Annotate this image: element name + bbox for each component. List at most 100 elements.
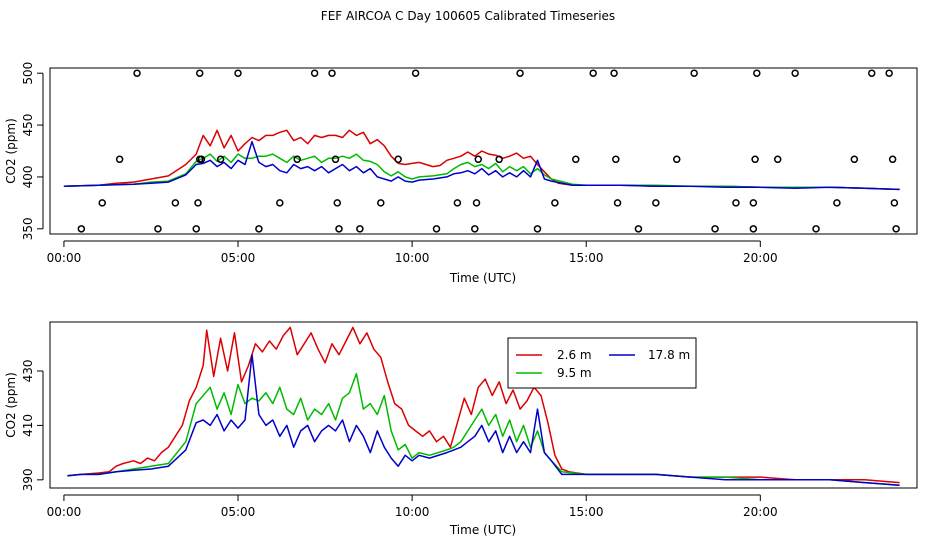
- upper-marker-point: [749, 225, 758, 233]
- upper-marker-point: [892, 225, 900, 233]
- upper-y-axis: 350 400 450 500: [21, 62, 44, 240]
- lower-plot-box: [49, 321, 918, 489]
- upper-marker-point: [453, 199, 462, 207]
- upper-marker-point: [331, 155, 340, 164]
- upper-x-tick-label: 05:00: [221, 251, 256, 265]
- upper-marker-point: [77, 225, 86, 233]
- upper-marker-point: [833, 199, 841, 207]
- upper-series-17-8-m: [63, 140, 900, 191]
- chart-title: FEF AIRCOA C Day 100605 Calibrated Times…: [320, 9, 616, 23]
- lower-y-tick-label: 410: [21, 414, 35, 437]
- upper-marker-point: [516, 69, 524, 77]
- upper-marker-points: [77, 69, 900, 233]
- upper-series-9-5-m: [63, 153, 900, 191]
- upper-marker-point: [634, 225, 643, 233]
- upper-marker-point: [888, 155, 897, 164]
- lower-y-axis: 390 410 430: [21, 360, 44, 491]
- legend: 2.6 m 17.8 m 9.5 m: [507, 337, 697, 389]
- upper-marker-point: [293, 155, 301, 164]
- upper-marker-point: [850, 155, 859, 164]
- upper-marker-point: [394, 155, 402, 164]
- upper-y-tick-label: 450: [21, 114, 35, 137]
- legend-box: [507, 337, 697, 389]
- upper-marker-point: [613, 199, 622, 207]
- upper-marker-point: [753, 69, 761, 77]
- upper-marker-point: [672, 155, 681, 164]
- upper-marker-point: [216, 155, 225, 164]
- upper-marker-point: [333, 199, 342, 207]
- lower-x-axis: 00:00 05:00 10:00 15:00 20:00: [47, 494, 778, 519]
- upper-y-tick-label: 500: [21, 62, 35, 85]
- upper-marker-point: [610, 69, 618, 77]
- upper-x-tick-label: 00:00: [47, 251, 82, 265]
- lower-x-tick-label: 00:00: [47, 505, 82, 519]
- upper-marker-point: [171, 199, 180, 207]
- upper-marker-point: [474, 155, 483, 164]
- upper-marker-point: [154, 225, 162, 233]
- legend-label-9-5m: 9.5 m: [557, 366, 592, 380]
- upper-marker-point: [652, 199, 660, 207]
- upper-marker-point: [773, 155, 782, 164]
- upper-x-tick-label: 10:00: [395, 251, 430, 265]
- lower-series-17-8-m: [67, 353, 900, 487]
- upper-marker-point: [276, 199, 284, 207]
- upper-marker-point: [812, 225, 820, 233]
- upper-marker-point: [432, 225, 441, 233]
- upper-marker-point: [471, 225, 479, 233]
- lower-x-tick-label: 10:00: [395, 505, 430, 519]
- lower-x-tick-label: 05:00: [221, 505, 256, 519]
- lower-x-tick-label: 20:00: [743, 505, 778, 519]
- upper-marker-point: [328, 69, 336, 77]
- upper-marker-point: [192, 225, 200, 233]
- upper-y-axis-label: CO2 (ppm): [4, 118, 18, 184]
- legend-label-17-8m: 17.8 m: [648, 348, 690, 362]
- lower-y-axis-label: CO2 (ppm): [4, 372, 18, 438]
- upper-marker-point: [377, 199, 385, 207]
- lower-y-tick-label: 430: [21, 360, 35, 383]
- upper-marker-point: [867, 69, 876, 77]
- upper-marker-point: [195, 69, 204, 77]
- upper-marker-point: [732, 199, 740, 207]
- upper-marker-point: [310, 69, 319, 77]
- upper-x-tick-label: 15:00: [569, 251, 604, 265]
- upper-plot-box: [49, 67, 918, 235]
- upper-x-axis: 00:00 05:00 10:00 15:00 20:00: [47, 240, 778, 265]
- upper-marker-point: [690, 69, 698, 77]
- upper-y-tick-label: 400: [21, 165, 35, 188]
- upper-marker-point: [749, 199, 758, 207]
- upper-series-lines: [63, 129, 900, 191]
- upper-series-2-6-m: [63, 129, 900, 191]
- upper-marker-point: [234, 69, 242, 77]
- upper-marker-point: [197, 155, 206, 164]
- lower-series-lines: [67, 326, 900, 487]
- upper-marker-point: [133, 69, 141, 77]
- upper-marker-point: [612, 155, 620, 164]
- upper-marker-point: [194, 199, 202, 207]
- upper-x-tick-label: 20:00: [743, 251, 778, 265]
- upper-marker-point: [472, 199, 481, 207]
- upper-marker-point: [98, 199, 106, 207]
- lower-series-2-6-m: [67, 326, 900, 484]
- upper-marker-point: [885, 69, 893, 77]
- upper-marker-point: [551, 199, 559, 207]
- upper-marker-point: [890, 199, 899, 207]
- upper-panel: 00:00 05:00 10:00 15:00 20:00 350 400 450 500 T…: [4, 62, 918, 285]
- upper-y-tick-label: 350: [21, 217, 35, 240]
- upper-x-axis-label: Time (UTC): [449, 271, 516, 285]
- lower-panel: 00:00 05:00 10:00 15:00 20:00 390 410 430 Time…: [4, 321, 918, 537]
- upper-marker-point: [495, 155, 503, 164]
- upper-marker-point: [255, 225, 263, 233]
- lower-x-axis-label: Time (UTC): [449, 523, 516, 537]
- upper-marker-point: [356, 225, 364, 233]
- upper-marker-point: [115, 155, 124, 164]
- upper-marker-point: [335, 225, 343, 233]
- lower-x-tick-label: 15:00: [569, 505, 604, 519]
- legend-label-2-6m: 2.6 m: [557, 348, 592, 362]
- upper-marker-point: [533, 225, 542, 233]
- upper-marker-point: [411, 69, 420, 77]
- upper-marker-point: [572, 155, 580, 164]
- upper-marker-point: [589, 69, 597, 77]
- lower-y-tick-label: 390: [21, 468, 35, 491]
- upper-marker-point: [711, 225, 719, 233]
